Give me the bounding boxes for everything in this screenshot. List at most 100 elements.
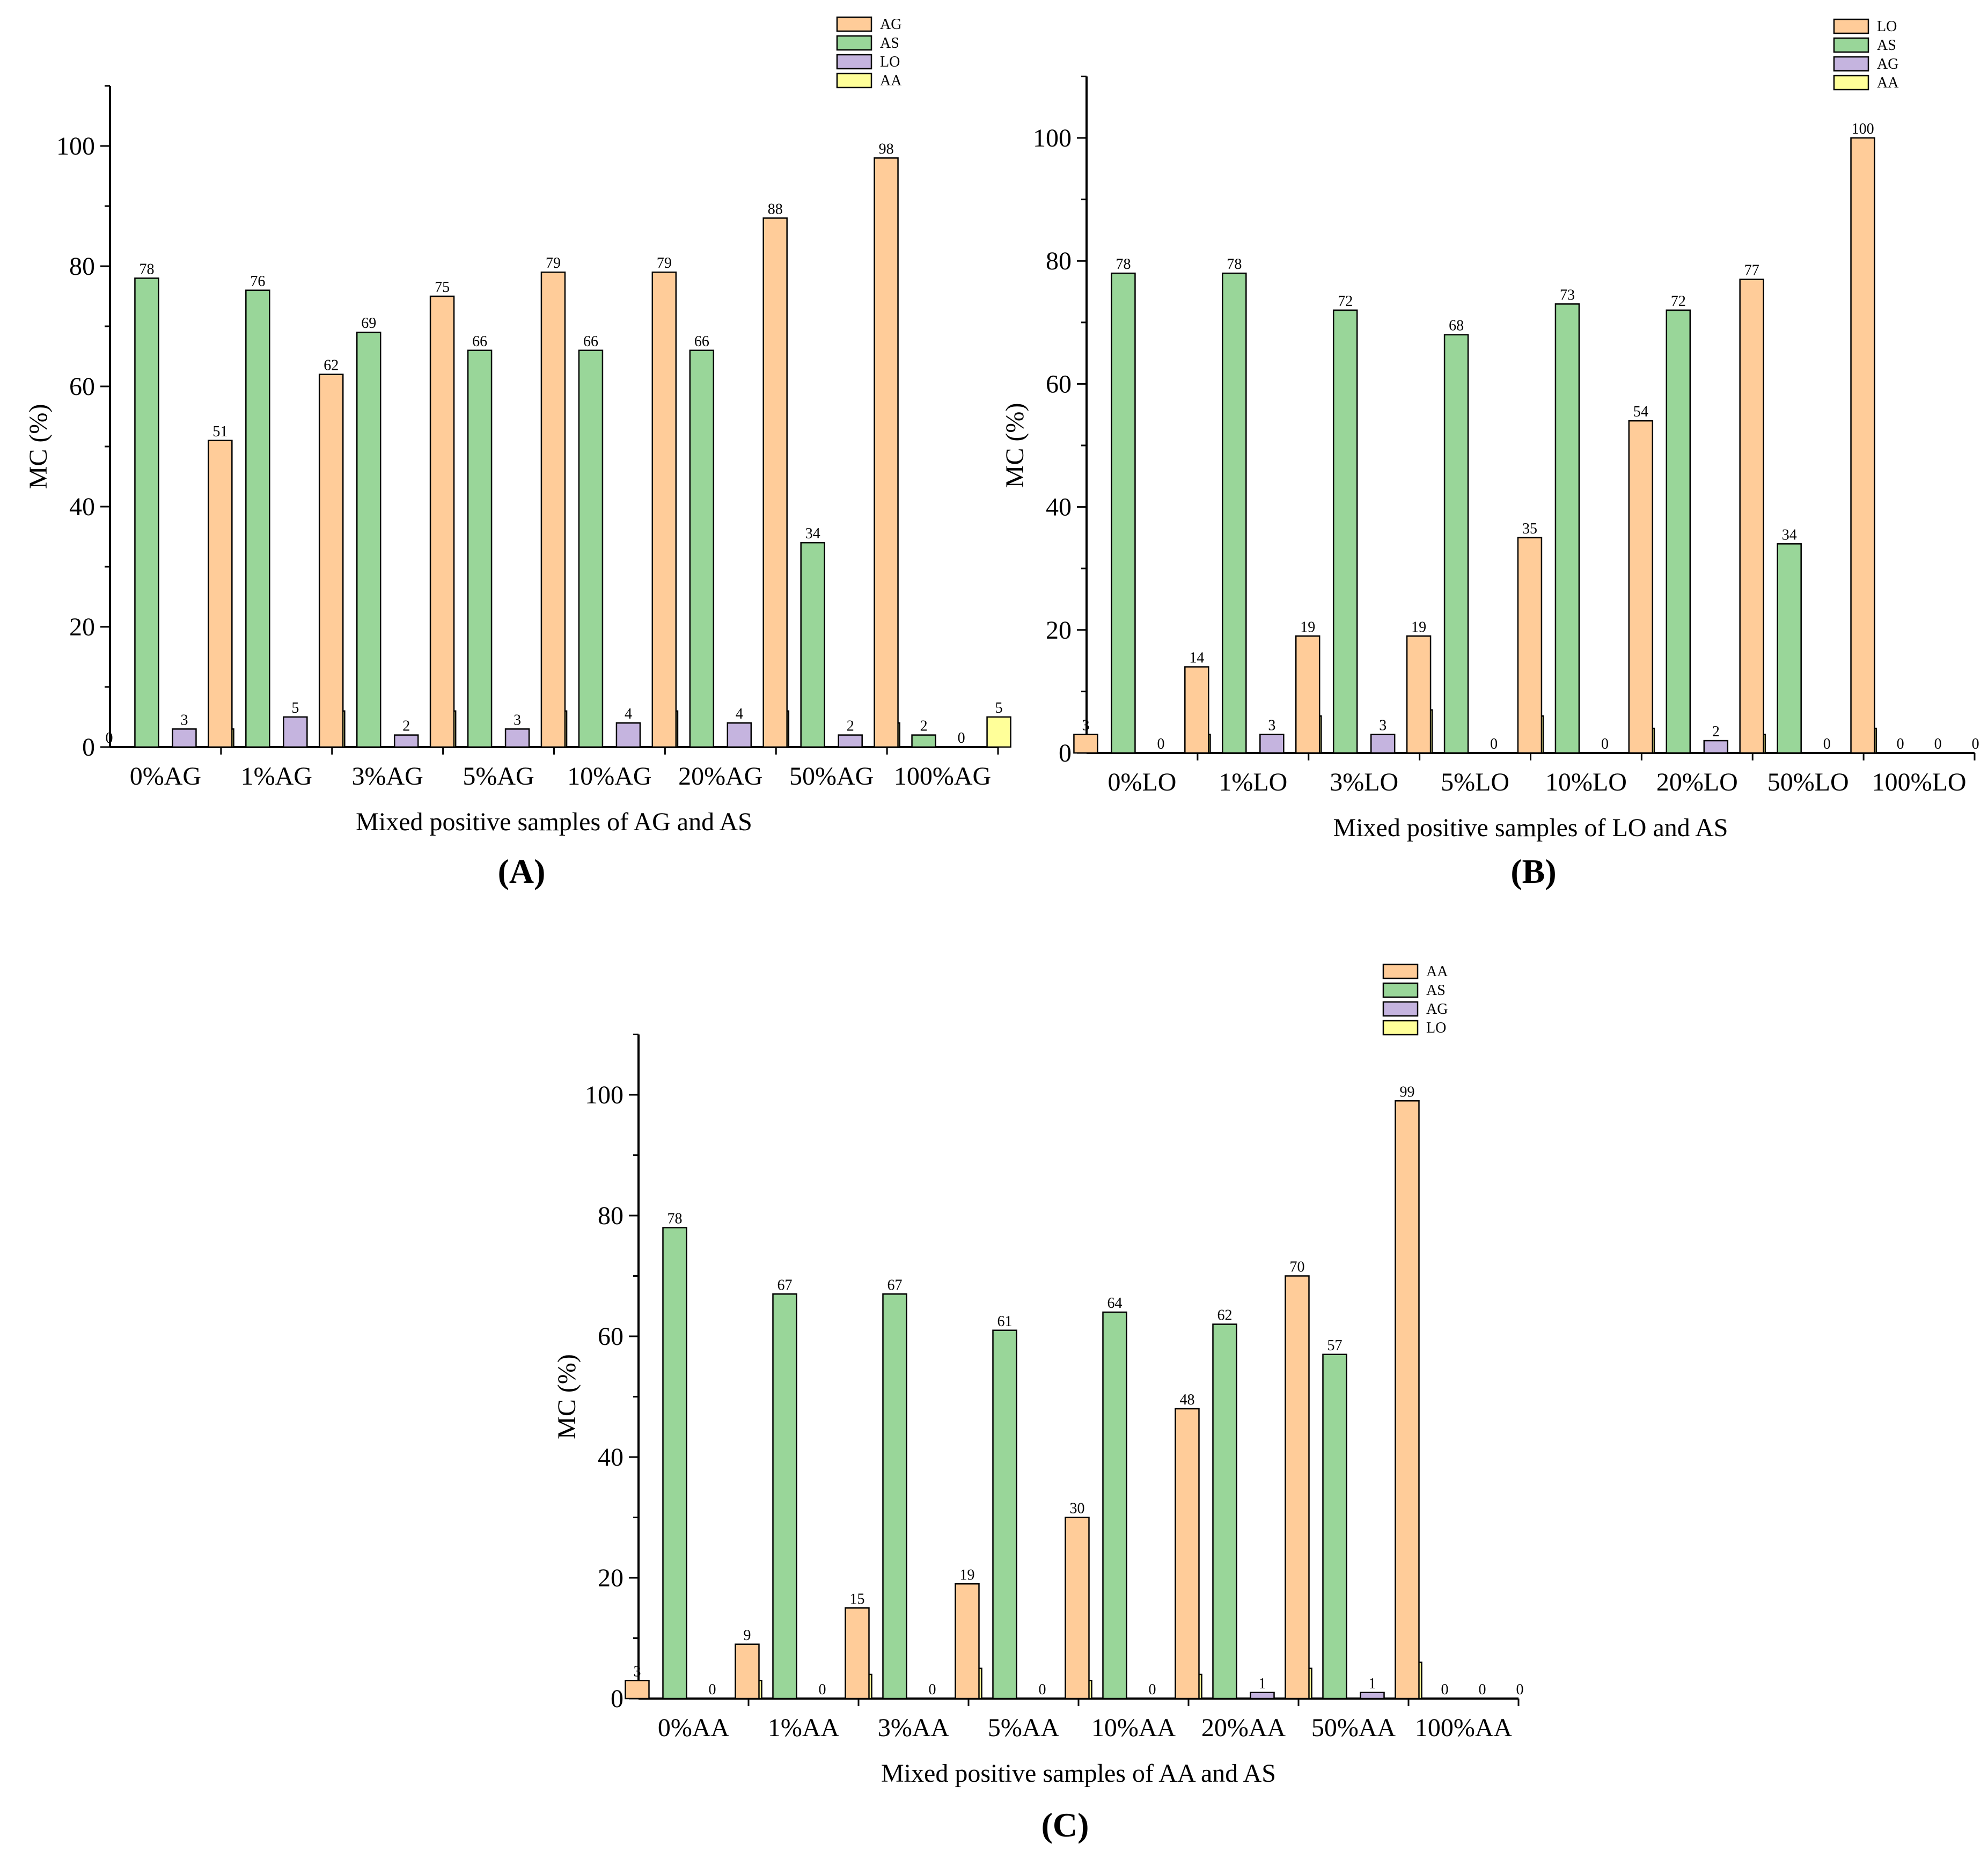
y-tick-label: 100 xyxy=(56,132,95,160)
bar-value-label: 34 xyxy=(1782,526,1797,543)
bar-value-label: 73 xyxy=(1560,287,1575,303)
bar-value-label: 0 xyxy=(1934,736,1942,752)
bar-as xyxy=(1111,272,1136,754)
panel-label: (C) xyxy=(1041,1806,1089,1844)
x-tick-label: 20%LO xyxy=(1656,768,1738,796)
legend-swatch xyxy=(1382,1020,1419,1036)
bar-value-label: 62 xyxy=(1217,1307,1233,1324)
bar-value-label: 19 xyxy=(1411,619,1426,635)
bar-value-label: 34 xyxy=(805,525,820,542)
bar-aa xyxy=(1175,1408,1200,1700)
legend-label: LO xyxy=(880,54,900,70)
legend-swatch xyxy=(836,72,872,89)
bar-ag xyxy=(762,217,788,748)
bar-aa xyxy=(986,716,1011,748)
bar-value-label: 0 xyxy=(1516,1681,1524,1698)
y-tick-label: 40 xyxy=(69,493,95,521)
bar-value-label: 78 xyxy=(139,261,154,277)
bar-as xyxy=(467,349,493,748)
x-tick-label: 0%AA xyxy=(658,1714,730,1742)
y-tick-label: 20 xyxy=(598,1564,623,1592)
bar-value-label: 1 xyxy=(1369,1675,1376,1692)
bar-value-label: 64 xyxy=(1107,1295,1123,1312)
y-tick-label: 80 xyxy=(598,1202,623,1230)
bar-as xyxy=(1332,309,1358,754)
x-tick-label: 10%AA xyxy=(1091,1714,1176,1742)
panel-label: (B) xyxy=(1510,852,1556,890)
bar-aa xyxy=(845,1607,870,1700)
bar-as xyxy=(662,1227,687,1700)
legend-swatch xyxy=(1382,963,1419,979)
legend-label: AA xyxy=(1426,963,1448,980)
bar-value-label: 2 xyxy=(1712,723,1720,740)
y-tick-label: 100 xyxy=(585,1081,623,1109)
x-tick-label: 1%LO xyxy=(1219,768,1287,796)
legend: AA AS AG LO xyxy=(1382,963,1448,1036)
bar-ag xyxy=(1250,1692,1275,1700)
panel-label: (A) xyxy=(498,852,546,890)
bar-value-label: 0 xyxy=(1157,736,1164,752)
bar-as xyxy=(1443,334,1469,754)
x-axis-title: Mixed positive samples of AG and AS xyxy=(356,808,752,836)
bar-value-label: 78 xyxy=(1227,256,1242,273)
bar-lo xyxy=(1739,279,1764,754)
x-tick-label: 10%AG xyxy=(567,762,651,791)
bar-as xyxy=(134,277,159,748)
bar-ag xyxy=(540,271,566,748)
bar-as xyxy=(689,349,715,748)
bar-value-label: 0 xyxy=(1972,736,1979,752)
bar-ag xyxy=(208,440,233,748)
bar-aa xyxy=(1065,1517,1090,1700)
bar-value-label: 72 xyxy=(1338,293,1353,310)
bar-as xyxy=(911,734,936,748)
bar-value-label: 51 xyxy=(212,423,228,440)
y-tick-label: 40 xyxy=(1046,493,1072,522)
x-tick-label: 10%LO xyxy=(1545,768,1627,796)
bar-lo xyxy=(1295,635,1321,754)
bar-lo xyxy=(1628,420,1654,754)
bar-as xyxy=(245,289,270,748)
y-tick-label: 100 xyxy=(1033,124,1072,152)
legend-label: AS xyxy=(1877,37,1896,54)
y-tick-label: 40 xyxy=(598,1443,623,1472)
bar-as xyxy=(356,331,382,748)
x-tick-label: 1%AA xyxy=(768,1714,840,1742)
bar-value-label: 79 xyxy=(657,255,672,272)
bar-value-label: 100 xyxy=(1852,121,1874,137)
legend-swatch xyxy=(836,54,872,70)
bar-value-label: 5 xyxy=(291,700,299,716)
bar-lo xyxy=(1406,635,1432,754)
bar-value-label: 0 xyxy=(819,1681,826,1698)
bar-value-label: 0 xyxy=(1039,1681,1046,1698)
bar-value-label: 3 xyxy=(180,712,188,728)
x-tick-label: 0%LO xyxy=(1107,768,1176,796)
x-tick-label: 5%AA xyxy=(988,1714,1060,1742)
bar-ag xyxy=(1370,734,1396,754)
bar-value-label: 78 xyxy=(667,1211,683,1227)
bar-lo xyxy=(1850,137,1875,754)
bar-ag xyxy=(651,271,677,748)
legend-swatch xyxy=(836,35,872,51)
bar-value-label: 9 xyxy=(744,1627,751,1644)
bar-value-label: 69 xyxy=(361,315,376,332)
legend-label: AG xyxy=(1426,1001,1448,1018)
x-tick-label: 3%LO xyxy=(1330,768,1398,796)
legend-label: AS xyxy=(880,35,899,52)
bar-lo xyxy=(615,722,641,748)
bar-value-label: 3 xyxy=(1379,718,1387,734)
bar-ag xyxy=(1703,740,1729,754)
legend-swatch xyxy=(1833,37,1869,53)
bar-aa xyxy=(735,1643,760,1700)
bar-ag xyxy=(874,157,899,748)
y-tick-label: 0 xyxy=(611,1685,623,1713)
x-tick-label: 50%AG xyxy=(789,762,874,791)
bar-lo xyxy=(172,728,197,748)
bar-value-label: 99 xyxy=(1400,1084,1415,1100)
bar-lo xyxy=(838,734,863,748)
bar-as xyxy=(882,1293,907,1700)
x-tick-label: 1%AG xyxy=(241,762,312,791)
bar-as xyxy=(1212,1323,1237,1700)
bar-value-label: 0 xyxy=(1823,736,1831,752)
legend-label: LO xyxy=(1877,18,1897,35)
y-tick-label: 20 xyxy=(69,613,95,641)
